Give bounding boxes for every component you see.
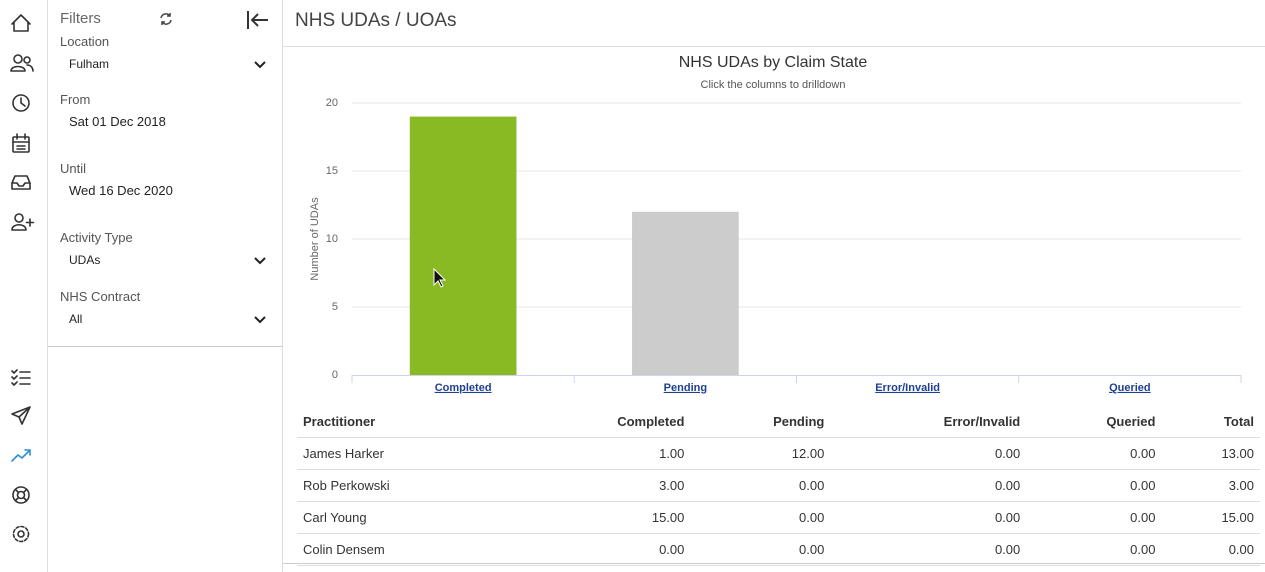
uda-value: 0.00 xyxy=(1161,533,1260,566)
practitioner-name: Colin Densem xyxy=(297,533,516,566)
dropdown-chevron[interactable] xyxy=(254,61,266,69)
header-row: Practitioner Completed Pending Error/Invali… xyxy=(297,406,1260,438)
dropdown-chevron[interactable] xyxy=(254,316,266,324)
practitioner-name: James Harker xyxy=(297,437,516,470)
dropdown-chevron[interactable] xyxy=(254,257,266,265)
uda-value: 0.00 xyxy=(1026,437,1162,470)
column-header: Error/Invalid xyxy=(830,406,1027,438)
select-value[interactable]: All xyxy=(69,312,83,326)
filter-label: Location xyxy=(60,34,110,49)
practitioner-name: Carl Young xyxy=(297,501,516,534)
bar[interactable] xyxy=(409,116,517,375)
filter-label: Until xyxy=(60,161,87,176)
chevron-shape xyxy=(254,257,266,265)
page-title: NHS UDAs / UOAs xyxy=(295,10,457,31)
collapse-button[interactable] xyxy=(246,10,270,30)
chart: NHS UDAs by Claim State Click the column… xyxy=(309,54,1242,394)
settings-icon[interactable] xyxy=(12,525,30,543)
uda-value: 0.00 xyxy=(1026,501,1162,534)
uda-value: 0.00 xyxy=(830,501,1027,534)
refresh-button[interactable] xyxy=(158,11,174,27)
filters-title: Filters xyxy=(60,10,101,27)
tasks-icon[interactable] xyxy=(11,369,31,386)
uda-value: 0.00 xyxy=(690,501,831,534)
filter-label: Activity Type xyxy=(60,230,133,245)
select-value[interactable]: Fulham xyxy=(69,57,110,71)
column-header: Completed xyxy=(515,406,691,438)
uda-value: 0.00 xyxy=(515,533,691,566)
inbox-icon[interactable] xyxy=(11,175,31,190)
table-row: Colin Densem 0.00 0.00 0.00 0.00 0.00 xyxy=(297,533,1260,566)
y-tick-label: 0 xyxy=(332,369,338,381)
x-tick-label[interactable]: Queried xyxy=(1109,382,1151,394)
patients-icon[interactable] xyxy=(10,54,34,72)
y-tick-label: 10 xyxy=(326,233,338,245)
practitioner-name: Rob Perkowski xyxy=(297,469,516,502)
column-header: Practitioner xyxy=(297,406,516,438)
data-table: Practitioner Completed Pending Error/Invali… xyxy=(297,406,1260,566)
table-row: Carl Young 15.00 0.00 0.00 0.00 15.00 xyxy=(297,501,1260,534)
uda-value: 0.00 xyxy=(830,437,1027,470)
x-tick-label[interactable]: Pending xyxy=(664,382,707,394)
date-input[interactable]: Sat 01 Dec 2018 xyxy=(69,114,166,129)
panel-background xyxy=(48,347,283,572)
reports-icon[interactable] xyxy=(11,449,31,462)
table-row: James Harker 1.00 12.00 0.00 0.00 13.00 xyxy=(297,437,1260,470)
nav-bar xyxy=(10,0,48,572)
uda-value: 0.00 xyxy=(1026,533,1162,566)
home-icon[interactable] xyxy=(11,14,31,32)
filter-panel: Filters Location Fulham From Sat 01 Dec 201… xyxy=(48,0,283,347)
uda-value: 12.00 xyxy=(690,437,831,470)
bottom-divider xyxy=(283,563,1265,564)
support-icon[interactable] xyxy=(12,486,30,504)
column-header: Pending xyxy=(690,406,831,438)
uda-value: 15.00 xyxy=(1161,501,1260,534)
column-header: Total xyxy=(1161,406,1260,438)
uda-value: 0.00 xyxy=(830,469,1027,502)
date-input[interactable]: Wed 16 Dec 2020 xyxy=(69,183,173,198)
chevron-shape xyxy=(254,61,266,69)
column-header: Queried xyxy=(1026,406,1162,438)
table-body: James Harker 1.00 12.00 0.00 0.00 13.00 Rob Pe… xyxy=(297,437,1260,566)
filter-label: NHS Contract xyxy=(60,289,141,304)
send-icon[interactable] xyxy=(11,406,31,425)
uda-value: 13.00 xyxy=(1161,437,1260,470)
filter-label: From xyxy=(60,92,91,107)
uda-value: 0.00 xyxy=(1026,469,1162,502)
uda-value: 3.00 xyxy=(1161,469,1260,502)
calendar-icon[interactable] xyxy=(12,133,30,153)
chevron-shape xyxy=(254,316,266,324)
uda-value: 0.00 xyxy=(690,469,831,502)
x-tick-label[interactable]: Completed xyxy=(435,382,492,394)
table-row: Rob Perkowski 3.00 0.00 0.00 0.00 3.00 xyxy=(297,469,1260,502)
add-user-icon[interactable] xyxy=(11,213,35,231)
bar[interactable] xyxy=(632,211,739,375)
y-tick-label: 5 xyxy=(332,301,338,313)
uda-value: 15.00 xyxy=(515,501,691,534)
chart-subtitle: Click the columns to drilldown xyxy=(701,79,846,91)
x-tick-label[interactable]: Error/Invalid xyxy=(875,382,940,394)
y-axis-title: Number of UDAs xyxy=(309,197,321,281)
uda-value: 1.00 xyxy=(515,437,691,470)
uda-value: 3.00 xyxy=(515,469,691,502)
mouse-cursor xyxy=(433,267,447,288)
uda-value: 0.00 xyxy=(690,533,831,566)
select-value[interactable]: UDAs xyxy=(69,253,101,267)
y-tick-label: 15 xyxy=(326,165,338,177)
uda-value: 0.00 xyxy=(830,533,1027,566)
header-divider xyxy=(283,46,1265,47)
chart-title: NHS UDAs by Claim State xyxy=(679,54,868,71)
y-tick-label: 20 xyxy=(326,97,338,109)
history-icon[interactable] xyxy=(12,94,30,112)
